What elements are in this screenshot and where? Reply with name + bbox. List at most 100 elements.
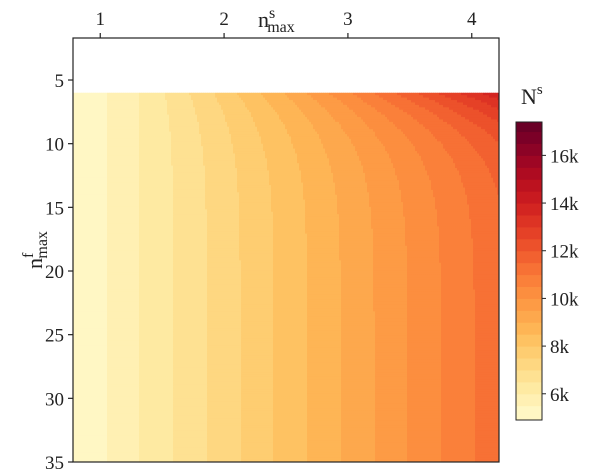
contour-cell [479, 92, 482, 96]
contour-cell [149, 97, 152, 101]
contour-cell [229, 97, 232, 101]
contour-cell [403, 107, 406, 111]
contour-cell [219, 95, 222, 99]
contour-cell [115, 107, 118, 111]
contour-cell [171, 100, 174, 104]
contour-cell [311, 107, 314, 111]
contour-cell [429, 104, 432, 108]
contour-cell [209, 92, 212, 96]
contour-cell [351, 107, 354, 111]
contour-cell [457, 92, 460, 96]
contour-cell [431, 109, 434, 113]
contour-cell [357, 92, 360, 96]
contour-cell [161, 92, 164, 96]
contour-cell [443, 109, 446, 113]
contour-cell [285, 109, 288, 113]
contour-cell [321, 107, 324, 111]
contour-cell [411, 109, 414, 113]
contour-cell [223, 104, 226, 108]
contour-cell [333, 102, 336, 106]
contour-cell [159, 109, 162, 113]
contour-cell [435, 92, 438, 96]
contour-cell [479, 109, 482, 113]
contour-cell [331, 109, 334, 113]
contour-cell [81, 97, 84, 101]
contour-cell [199, 100, 202, 104]
contour-cell [201, 109, 204, 113]
contour-cell [187, 107, 190, 111]
contour-cell [243, 100, 246, 104]
contour-cell [345, 102, 348, 106]
contour-cell [147, 100, 150, 104]
contour-cell [231, 95, 234, 99]
contour-cell [103, 92, 106, 96]
contour-cell [367, 109, 370, 113]
contour-cell [479, 97, 482, 101]
contour-cell [453, 102, 456, 106]
contour-cell [205, 97, 208, 101]
contour-cell [353, 97, 356, 101]
contour-cell [209, 104, 212, 108]
contour-cell [93, 92, 96, 96]
contour-cell [229, 109, 232, 113]
contour-cell [277, 97, 280, 101]
contour-cell [161, 100, 164, 104]
contour-cell [223, 112, 226, 116]
contour-cell [89, 92, 92, 96]
contour-cell [129, 107, 132, 111]
contour-cell [287, 102, 290, 106]
contour-cell [413, 100, 416, 104]
contour-cell [183, 102, 186, 106]
contour-cell [389, 104, 392, 108]
contour-cell [175, 107, 178, 111]
contour-cell [213, 100, 216, 104]
contour-cell [329, 102, 332, 106]
contour-cell [261, 109, 264, 113]
contour-cell [251, 92, 254, 96]
contour-cell [127, 107, 130, 111]
contour-cell [153, 100, 156, 104]
contour-cell [483, 109, 486, 113]
contour-cell [125, 100, 128, 104]
contour-cell [85, 97, 88, 101]
contour-cell [397, 107, 400, 111]
contour-cell [91, 100, 94, 104]
contour-cell [239, 104, 242, 108]
contour-cell [427, 104, 430, 108]
contour-cell [491, 92, 494, 96]
contour-cell [367, 102, 370, 106]
contour-cell [259, 104, 262, 108]
contour-cell [163, 109, 166, 113]
contour-cell [163, 104, 166, 108]
contour-cell [109, 107, 112, 111]
contour-cell [131, 95, 134, 99]
contour-cell [77, 104, 80, 108]
contour-cell [313, 109, 316, 113]
contour-cell [231, 100, 234, 104]
contour-cell [445, 100, 448, 104]
contour-cell [363, 104, 366, 108]
contour-cell [389, 92, 392, 96]
contour-cell [349, 107, 352, 111]
contour-cell [291, 95, 294, 99]
contour-cell [147, 109, 150, 113]
contour-cell [401, 95, 404, 99]
contour-cell [151, 112, 154, 116]
contour-cell [253, 104, 256, 108]
contour-cell [355, 107, 358, 111]
contour-cell [101, 107, 104, 111]
contour-cell [383, 104, 386, 108]
contour-cell [115, 97, 118, 101]
contour-cell [253, 109, 256, 113]
contour-cell [407, 104, 410, 108]
contour-cell [159, 107, 162, 111]
contour-cell [187, 102, 190, 106]
contour-cell [449, 107, 452, 111]
contour-cell [497, 95, 499, 99]
contour-cell [433, 107, 436, 111]
contour-cell [273, 104, 276, 108]
contour-cell [363, 107, 366, 111]
contour-cell [119, 97, 122, 101]
contour-cell [173, 109, 176, 113]
contour-cell [131, 104, 134, 108]
